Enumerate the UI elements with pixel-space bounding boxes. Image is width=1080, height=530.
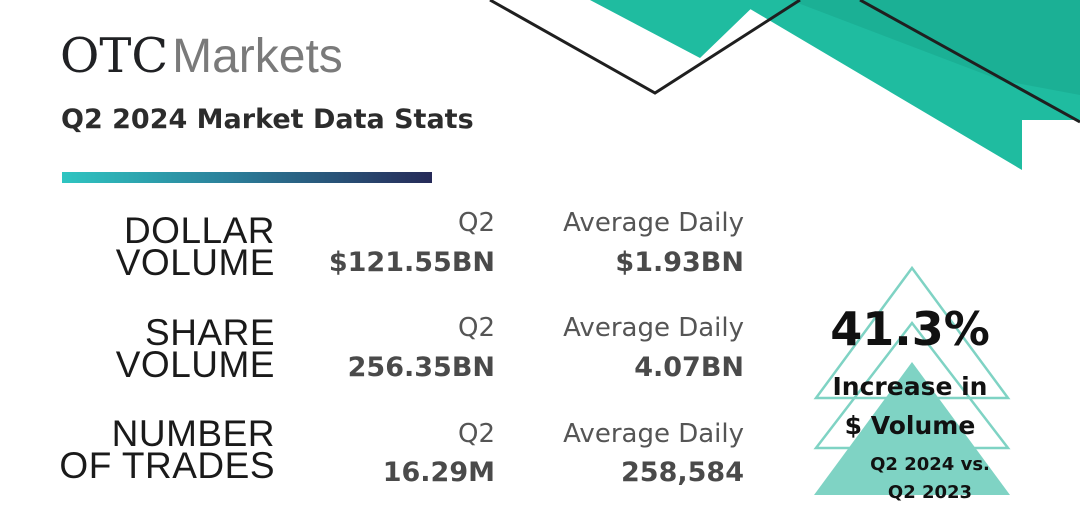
- share-volume-q2-value: 256.35BN: [347, 352, 495, 383]
- comparison-label-line1: Q2 2024 vs.: [870, 454, 990, 475]
- share-volume-avg-label: Average Daily: [563, 313, 744, 343]
- zigzag-line: [489, 0, 801, 95]
- page-subtitle: Q2 2024 Market Data Stats: [61, 104, 474, 135]
- otc-markets-logo: OTC Markets: [60, 28, 343, 85]
- dollar-volume-avg-label: Average Daily: [563, 208, 744, 238]
- increase-label-line1: Increase in: [832, 372, 988, 401]
- number-of-trades-label: NUMBER OF TRADES: [59, 413, 275, 486]
- teal-shape-dark: [790, 0, 1080, 95]
- trades-q2-value: 16.29M: [382, 457, 495, 488]
- logo-otc-text: OTC: [60, 28, 169, 84]
- dollar-volume-label: DOLLAR VOLUME: [115, 210, 275, 283]
- trades-avg-label: Average Daily: [563, 419, 744, 449]
- zigzag-line-right: [859, 0, 1080, 124]
- share-volume-avg-value: 4.07BN: [634, 352, 744, 383]
- dollar-volume-q2-label: Q2: [457, 208, 495, 238]
- trades-q2-label: Q2: [457, 419, 495, 449]
- share-volume-q2-label: Q2: [457, 313, 495, 343]
- increase-label-line2: $ Volume: [844, 411, 976, 440]
- teal-shape-small: [590, 0, 760, 58]
- gradient-divider: [62, 172, 432, 183]
- trades-avg-value: 258,584: [621, 457, 744, 488]
- dollar-volume-avg-value: $1.93BN: [615, 247, 744, 278]
- comparison-label-line2: Q2 2023: [887, 482, 973, 503]
- increase-percent: 41.3%: [830, 302, 990, 356]
- share-volume-label: SHARE VOLUME: [115, 312, 275, 385]
- dollar-volume-q2-value: $121.55BN: [328, 247, 495, 278]
- teal-shape-large: [735, 0, 1080, 170]
- logo-markets-text: Markets: [172, 30, 343, 83]
